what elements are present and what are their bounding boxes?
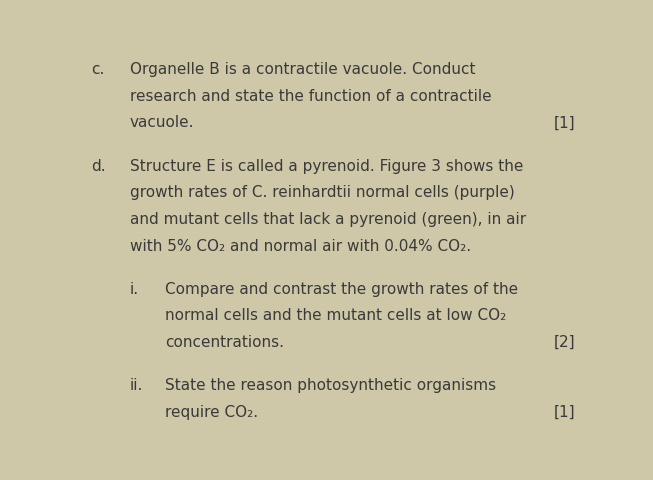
Text: [2]: [2] (554, 335, 575, 350)
Text: ii.: ii. (130, 378, 143, 393)
Text: [1]: [1] (554, 116, 575, 131)
Text: require CO₂.: require CO₂. (165, 405, 258, 420)
Text: normal cells and the mutant cells at low CO₂: normal cells and the mutant cells at low… (165, 308, 506, 324)
Text: i.: i. (130, 282, 139, 297)
Text: concentrations.: concentrations. (165, 335, 284, 350)
Text: Organelle B is a contractile vacuole. Conduct: Organelle B is a contractile vacuole. Co… (130, 62, 475, 77)
Text: State the reason photosynthetic organisms: State the reason photosynthetic organism… (165, 378, 496, 393)
Text: and mutant cells that lack a pyrenoid (green), in air: and mutant cells that lack a pyrenoid (g… (130, 212, 526, 227)
Text: c.: c. (91, 62, 104, 77)
Text: with 5% CO₂ and normal air with 0.04% CO₂.: with 5% CO₂ and normal air with 0.04% CO… (130, 239, 471, 253)
Text: d.: d. (91, 159, 105, 174)
Text: Structure E is called a pyrenoid. Figure 3 shows the: Structure E is called a pyrenoid. Figure… (130, 159, 523, 174)
Text: vacuole.: vacuole. (130, 116, 194, 131)
Text: [1]: [1] (554, 405, 575, 420)
Text: Compare and contrast the growth rates of the: Compare and contrast the growth rates of… (165, 282, 518, 297)
Text: growth rates of C. reinhardtii normal cells (purple): growth rates of C. reinhardtii normal ce… (130, 185, 515, 200)
Text: research and state the function of a contractile: research and state the function of a con… (130, 89, 491, 104)
